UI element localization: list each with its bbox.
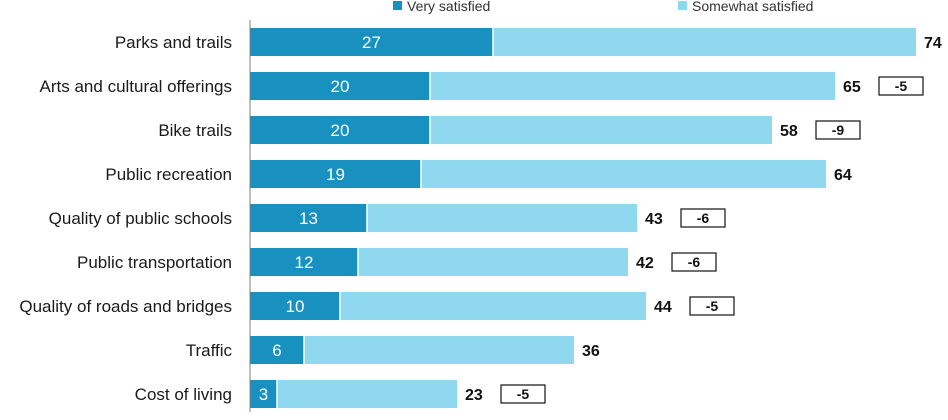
bar-somewhat-satisfied bbox=[304, 336, 574, 364]
change-badge bbox=[680, 208, 726, 228]
category-label: Quality of public schools bbox=[49, 209, 232, 228]
data-label-very-satisfied: 20 bbox=[331, 121, 350, 140]
bar-very-satisfied bbox=[250, 160, 421, 188]
bar-very-satisfied bbox=[250, 292, 340, 320]
bar-somewhat-satisfied bbox=[367, 204, 637, 232]
data-label-total: 23 bbox=[465, 387, 483, 404]
category-label: Public recreation bbox=[105, 165, 232, 184]
data-label-total: 74 bbox=[924, 35, 942, 52]
bar-very-satisfied bbox=[250, 116, 430, 144]
change-badge bbox=[815, 120, 861, 140]
data-label-total: 58 bbox=[780, 123, 798, 140]
category-label: Parks and trails bbox=[115, 33, 232, 52]
change-badge bbox=[878, 76, 924, 96]
data-label-very-satisfied: 20 bbox=[331, 77, 350, 96]
category-label: Arts and cultural offerings bbox=[40, 77, 232, 96]
data-label-total: 42 bbox=[636, 255, 654, 272]
category-label: Bike trails bbox=[158, 121, 232, 140]
change-badge bbox=[500, 384, 546, 404]
legend: Very satisfied Somewhat satisfied bbox=[393, 0, 813, 14]
bar-somewhat-satisfied bbox=[430, 116, 772, 144]
bar-somewhat-satisfied bbox=[340, 292, 646, 320]
data-label-very-satisfied: 3 bbox=[259, 385, 268, 404]
data-label-very-satisfied: 13 bbox=[299, 209, 318, 228]
change-label: -5 bbox=[517, 386, 530, 402]
change-label: -6 bbox=[688, 254, 701, 270]
legend-label-2: Somewhat satisfied bbox=[692, 0, 813, 14]
bar-somewhat-satisfied bbox=[358, 248, 628, 276]
data-label-total: 64 bbox=[834, 167, 852, 184]
bar-very-satisfied bbox=[250, 336, 304, 364]
category-label: Public transportation bbox=[77, 253, 232, 272]
data-label-very-satisfied: 10 bbox=[286, 297, 305, 316]
legend-swatch-1 bbox=[393, 1, 402, 10]
change-label: -9 bbox=[832, 122, 845, 138]
data-label-very-satisfied: 6 bbox=[272, 341, 281, 360]
data-label-very-satisfied: 27 bbox=[362, 33, 381, 52]
data-label-total: 65 bbox=[843, 79, 861, 96]
bar-somewhat-satisfied bbox=[421, 160, 826, 188]
category-label: Traffic bbox=[186, 341, 233, 360]
change-label: -5 bbox=[706, 298, 719, 314]
bars: 27 74 20 65 -5 20 58 -9 19 64 13 43 -6 12 42 -6 10 44 -5 6 3… bbox=[250, 28, 942, 408]
bar-somewhat-satisfied bbox=[493, 28, 916, 56]
change-label: -5 bbox=[895, 78, 908, 94]
bar-somewhat-satisfied bbox=[430, 72, 835, 100]
bar-somewhat-satisfied bbox=[277, 380, 457, 408]
data-label-total: 44 bbox=[654, 299, 672, 316]
data-label-total: 43 bbox=[645, 211, 663, 228]
category-label: Quality of roads and bridges bbox=[19, 297, 232, 316]
bar-very-satisfied bbox=[250, 28, 493, 56]
data-label-very-satisfied: 12 bbox=[295, 253, 314, 272]
data-label-very-satisfied: 19 bbox=[326, 165, 345, 184]
bar-very-satisfied bbox=[250, 204, 367, 232]
bar-very-satisfied bbox=[250, 248, 358, 276]
bar-very-satisfied bbox=[250, 72, 430, 100]
bar-very-satisfied bbox=[250, 380, 277, 408]
category-labels: Parks and trails Arts and cultural offeri… bbox=[19, 33, 232, 404]
legend-swatch-2 bbox=[678, 1, 687, 10]
change-badge bbox=[671, 252, 717, 272]
category-label: Cost of living bbox=[135, 385, 232, 404]
legend-label-1: Very satisfied bbox=[407, 0, 490, 14]
change-label: -6 bbox=[697, 210, 710, 226]
change-badge bbox=[689, 296, 735, 316]
data-label-total: 36 bbox=[582, 343, 600, 360]
